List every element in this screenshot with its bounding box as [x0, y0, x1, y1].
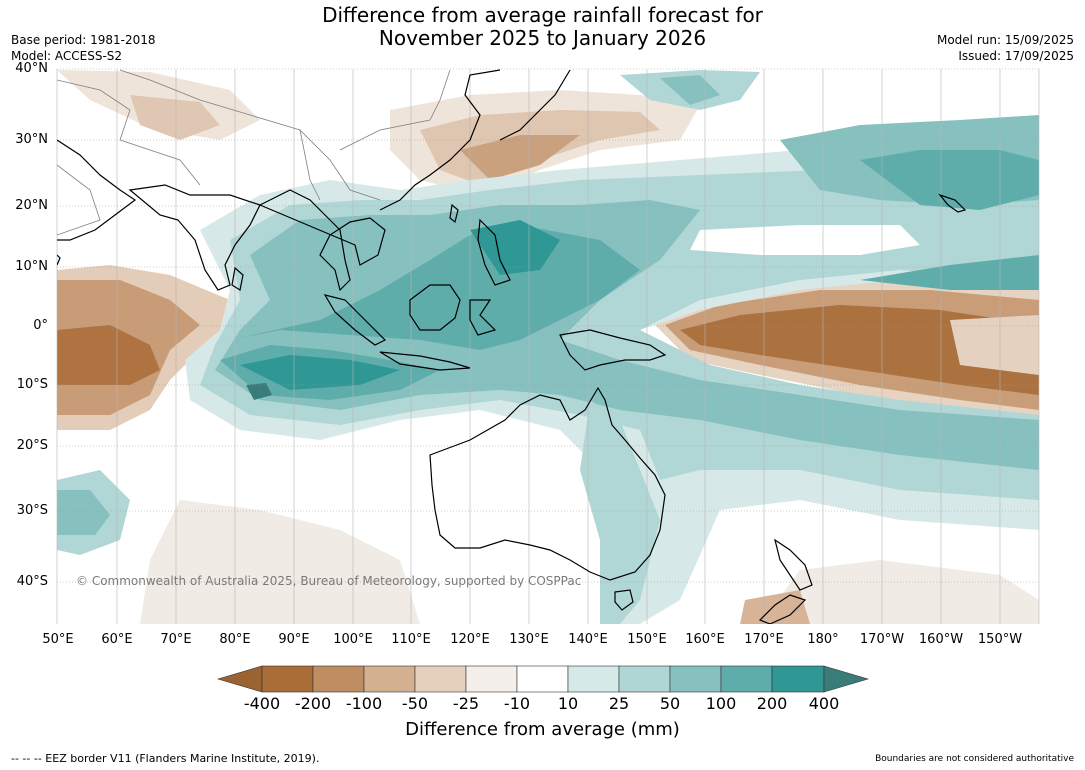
colorbar-swatch-5 — [465, 665, 518, 693]
lon-label: 50°E — [42, 632, 74, 647]
colorbar-swatch-4 — [414, 665, 467, 693]
java-coast — [379, 351, 471, 371]
japan-coast — [499, 69, 571, 141]
coastlines — [57, 69, 967, 624]
colorbar-swatch-10 — [720, 665, 773, 693]
lon-label: 80°E — [219, 632, 251, 647]
lat-label: 30°S — [16, 503, 48, 518]
colorbar-swatch-7 — [567, 665, 620, 693]
new-guinea-coast — [559, 329, 667, 371]
meridians — [56, 69, 1040, 624]
wet-anomaly-regions — [57, 70, 1039, 624]
se-asia-coast — [258, 189, 386, 292]
lon-label: 110°E — [391, 632, 431, 647]
colorbar-arrow-high — [823, 665, 870, 693]
lon-label: 160°W — [918, 632, 964, 647]
colorbar-swatch-2 — [312, 665, 365, 693]
map-title: Difference from average rainfall forecas… — [0, 4, 1085, 50]
colorbar-swatch-1 — [261, 665, 314, 693]
lon-label: 100°E — [333, 632, 373, 647]
colorbar-title: Difference from average (mm) — [405, 719, 680, 740]
meta-right: Model run: 15/09/2025 Issued: 17/09/2025 — [937, 32, 1074, 64]
lat-label: 10°N — [15, 259, 48, 274]
colorbar-tick-label: -10 — [503, 694, 531, 713]
colorbar-tick-label: 50 — [659, 694, 681, 713]
colorbar-tick-label: -50 — [401, 694, 429, 713]
colorbar-swatch-6 — [516, 665, 569, 693]
colorbar-tick-label: -400 — [243, 694, 281, 713]
hawaii-coast — [938, 193, 967, 213]
colorbar-tick-label: 25 — [608, 694, 630, 713]
colorbar-swatch-8 — [618, 665, 671, 693]
colorbar-swatch-9 — [669, 665, 722, 693]
lon-label: 170°W — [859, 632, 905, 647]
lon-label: 120°E — [450, 632, 490, 647]
model-run: Model run: 15/09/2025 — [936, 33, 1074, 47]
rainfall-anomaly-field — [57, 69, 1039, 624]
lon-label: 60°E — [101, 632, 133, 647]
new-zealand-south-coast — [758, 594, 807, 624]
lat-label: 0° — [33, 318, 48, 333]
colorbar — [216, 665, 870, 693]
africa-coast — [57, 254, 61, 266]
dry-anomaly-regions — [57, 70, 1039, 624]
lon-label: 170°E — [744, 632, 784, 647]
sri-lanka-coast — [231, 266, 244, 291]
lon-label: 70°E — [160, 632, 192, 647]
lon-label: 180° — [807, 632, 839, 647]
lat-label: 10°S — [16, 377, 48, 392]
lat-label: 20°N — [15, 198, 48, 213]
colorbar-tick-label: -100 — [345, 694, 383, 713]
title-line-2: November 2025 to January 2026 — [378, 26, 707, 50]
lon-label: 150°E — [627, 632, 667, 647]
borneo-coast — [409, 284, 461, 331]
colorbar-swatch-11 — [771, 665, 825, 693]
lat-label: 40°S — [16, 574, 48, 589]
meta-left: Base period: 1981-2018 Model: ACCESS-S2 — [11, 32, 156, 64]
colorbar-arrow-low — [216, 665, 263, 693]
lon-label: 130°E — [509, 632, 549, 647]
lat-label: 40°N — [15, 61, 48, 76]
lat-label: 30°N — [15, 132, 48, 147]
base-period: Base period: 1981-2018 — [11, 33, 156, 47]
india-coast — [128, 184, 261, 291]
sulawesi-coast — [469, 299, 497, 336]
china-coast — [379, 69, 501, 211]
colorbar-tick-label: 200 — [756, 694, 788, 713]
colorbar-swatch-3 — [363, 665, 416, 693]
australia-coast — [429, 386, 666, 581]
lon-label: 150°W — [977, 632, 1023, 647]
new-zealand-north-coast — [774, 538, 813, 591]
issued-date: Issued: 17/09/2025 — [958, 49, 1074, 63]
sumatra-coast — [323, 294, 387, 346]
tasmania-coast — [614, 589, 634, 611]
title-line-1: Difference from average rainfall forecas… — [322, 3, 763, 27]
lon-label: 90°E — [278, 632, 310, 647]
colorbar-tick-label: 10 — [557, 694, 579, 713]
lon-label: 160°E — [685, 632, 725, 647]
country-borders — [57, 69, 451, 236]
lat-label: 20°S — [16, 438, 48, 453]
boundaries-disclaimer: Boundaries are not considered authoritat… — [875, 754, 1074, 764]
colorbar-tick-label: 400 — [808, 694, 840, 713]
arabia-coast — [57, 139, 137, 241]
philippines-coast — [477, 218, 511, 286]
colorbar-tick-label: -25 — [452, 694, 480, 713]
colorbar-tick-label: -200 — [294, 694, 332, 713]
lon-label: 140°E — [568, 632, 608, 647]
model-name: Model: ACCESS-S2 — [11, 49, 123, 63]
taiwan-coast — [449, 203, 459, 224]
eez-border-note: -- -- -- EEZ border V11 (Flanders Marine… — [11, 752, 320, 765]
copyright-notice: © Commonwealth of Australia 2025, Bureau… — [76, 574, 582, 588]
colorbar-tick-label: 100 — [705, 694, 737, 713]
